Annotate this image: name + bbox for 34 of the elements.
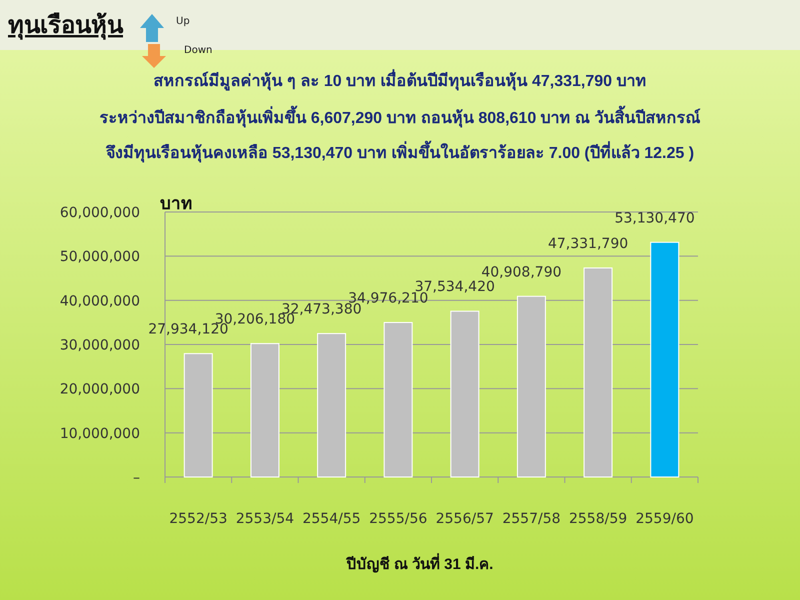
bar [516,296,546,478]
data-label: 47,331,790 [548,236,628,252]
bar [584,267,613,478]
y-tick-label: 60,000,000 [60,205,140,221]
x-tick-label: 2553/54 [236,511,294,527]
bar [317,333,346,478]
text: สหกรณ์มีมูลค่าหุ้น ๆ ละ 10 บาท เมื่อต้นปีมีทุนเรือนหุ้น 47,331,790 บาท [154,69,646,92]
x-tick-label: 2552/53 [169,511,228,527]
data-label: 53,130,470 [614,210,695,226]
y-tick-label: 40,000,000 [60,293,140,310]
text: Up [176,16,190,27]
bar [650,242,680,478]
x-tick-label: 2559/60 [636,511,694,527]
y-tick-label: 10,000,000 [60,426,140,442]
x-tick-label: 2557/58 [502,511,561,527]
x-tick-label: 2554/55 [302,511,361,527]
y-tick-label: 20,000,000 [60,382,140,398]
bar [384,322,413,478]
x-tick-label: 2555/56 [369,511,428,527]
bar [184,353,213,478]
x-axis-title: ปีบัญชี ณ วันที่ 31 มี.ค. [346,553,494,573]
y-tick-label: 30,000,000 [60,338,140,354]
data-label: 40,908,790 [481,264,562,280]
text: จึงมีทุนเรือนหุ้นคงเหลือ 53,130,470 บาท เพิ่มขึ้นในอัตราร้อยละ 7.00 (ปีที่แล้ว 12.25 ) [104,140,694,163]
y-axis-title: บาท [160,194,192,213]
chart-title: ทุนเรือนหุ้น [8,12,124,41]
bar [450,310,480,478]
text: ระหว่างปีสมาชิกถือหุ้นเพิ่มขึ้น 6,607,290 บาท ถอนหุ้น 808,610 บาท ณ วันสิ้นปีสหกรณ์ [99,105,701,128]
y-tick-label: 50,000,000 [60,249,140,266]
y-tick-label: – [133,470,140,486]
x-tick-label: 2556/57 [436,511,494,527]
bar [250,343,280,478]
x-tick-label: 2558/59 [568,511,628,527]
text: Down [184,45,212,56]
